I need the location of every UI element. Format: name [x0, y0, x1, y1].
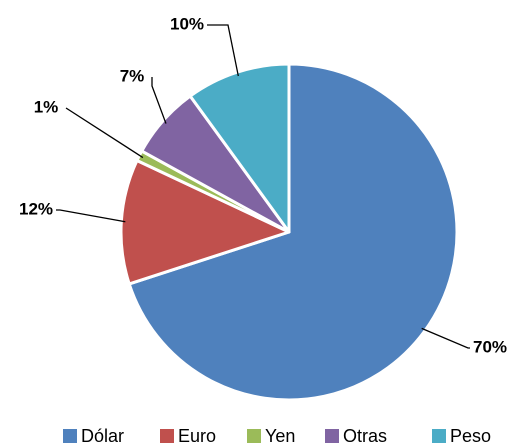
- data-label: 7%: [120, 66, 145, 85]
- legend-swatch: [325, 429, 339, 443]
- legend-label: Yen: [265, 426, 295, 446]
- legend-label: Euro: [178, 426, 216, 446]
- legend-swatch: [432, 429, 446, 443]
- legend-label: Dólar: [81, 426, 124, 446]
- legend-label: Peso: [450, 426, 491, 446]
- leader-line: [65, 107, 144, 159]
- leader-line: [151, 77, 167, 124]
- data-label: 1%: [34, 97, 59, 116]
- leader-line: [56, 209, 126, 223]
- leader-line: [421, 327, 470, 349]
- legend-label: Otras: [343, 426, 387, 446]
- legend-swatch: [63, 429, 77, 443]
- data-label: 10%: [170, 14, 204, 33]
- data-label: 12%: [19, 199, 53, 218]
- legend-swatch: [160, 429, 174, 443]
- data-label: 70%: [473, 337, 507, 356]
- leader-line: [207, 24, 239, 77]
- pie-slice: [127, 62, 459, 402]
- legend-swatch: [247, 429, 261, 443]
